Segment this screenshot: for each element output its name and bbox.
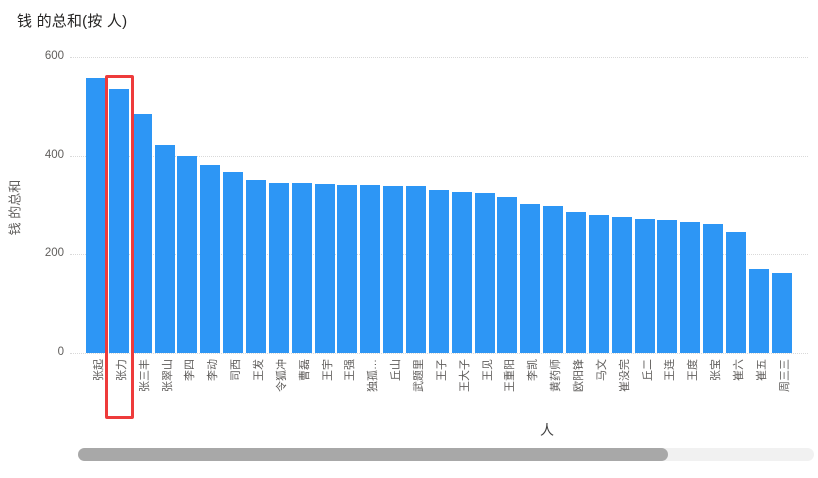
x-category-label: 王见 <box>481 359 494 381</box>
x-category-label: 周三三 <box>778 359 791 392</box>
x-category-label: 王发 <box>253 359 266 381</box>
x-category-label: 李四 <box>184 359 197 381</box>
x-category-label: 武题里 <box>413 359 426 392</box>
x-category-label: 张力 <box>115 359 128 381</box>
x-category-label: 崔没完 <box>618 359 631 392</box>
x-category-label: 张宝 <box>710 359 723 381</box>
bars-plot-area <box>72 57 806 353</box>
bar[interactable] <box>520 204 541 353</box>
chart-title: 钱 的总和(按 人) <box>17 13 128 30</box>
x-category-label: 张起 <box>93 359 105 381</box>
bar[interactable] <box>657 220 678 353</box>
x-category-label: 独孤… <box>367 359 380 392</box>
x-category-label: 马文 <box>595 359 608 381</box>
bar[interactable] <box>223 171 244 353</box>
x-category-label: 令狐冲 <box>275 359 288 392</box>
bar[interactable] <box>748 269 769 353</box>
x-category-label: 王连 <box>664 359 677 381</box>
bar[interactable] <box>337 184 358 353</box>
bar[interactable] <box>200 164 221 353</box>
bar[interactable] <box>771 272 792 353</box>
x-category-label: 王大子 <box>458 359 471 392</box>
bar[interactable] <box>588 214 609 353</box>
horizontal-scrollbar-thumb[interactable] <box>78 448 668 461</box>
y-tick-label: 0 <box>57 346 64 358</box>
x-category-label: 司西 <box>230 359 243 381</box>
bar[interactable] <box>566 211 587 353</box>
gridline-600 <box>70 57 808 58</box>
x-category-label: 欧阳锋 <box>573 359 586 392</box>
bar[interactable] <box>246 180 267 353</box>
bar[interactable] <box>131 113 152 353</box>
bar[interactable] <box>451 191 472 353</box>
bar[interactable] <box>177 155 198 353</box>
x-category-label: 崔六 <box>733 359 746 381</box>
x-category-label: 王子 <box>435 359 448 381</box>
gridline-400 <box>70 155 808 157</box>
x-category-label: 王度 <box>687 359 700 381</box>
x-category-label: 曹磊 <box>298 359 311 381</box>
bar[interactable] <box>703 223 724 353</box>
bar[interactable] <box>406 186 427 353</box>
horizontal-scrollbar-track[interactable] <box>78 448 814 461</box>
x-category-label: 李动 <box>207 359 220 381</box>
bar[interactable] <box>108 88 129 353</box>
bar[interactable] <box>428 190 449 353</box>
bar[interactable] <box>543 206 564 353</box>
bar[interactable] <box>634 218 655 353</box>
bar[interactable] <box>86 78 106 353</box>
bar[interactable] <box>497 196 518 353</box>
bar[interactable] <box>314 184 335 353</box>
x-category-label: 张三丰 <box>138 359 151 392</box>
x-category-label: 王宇 <box>321 359 334 381</box>
bar[interactable] <box>611 216 632 353</box>
x-axis-category-labels: 张起 张力 张三丰 张翠山 李四 李动 司西 王发 令狐冲 曹磊 王宇 王强 独孤… 丘山 武题里 王子 王大子… <box>72 358 806 430</box>
bar[interactable] <box>268 182 289 353</box>
bar[interactable] <box>680 222 701 353</box>
x-category-label: 丘山 <box>390 359 403 381</box>
y-axis-title: 钱 的总和 <box>7 179 23 236</box>
y-tick-label: 600 <box>44 50 64 62</box>
x-axis-title: 人 <box>540 422 554 438</box>
bar[interactable] <box>726 231 747 353</box>
x-category-label: 李凯 <box>527 359 540 381</box>
bar[interactable] <box>154 144 175 353</box>
x-category-label: 王重阳 <box>504 359 517 392</box>
gridline-0 <box>70 353 808 354</box>
bar[interactable] <box>474 193 495 353</box>
bar[interactable] <box>360 185 381 353</box>
x-category-label: 丘二 <box>641 359 654 381</box>
y-tick-label: 200 <box>44 247 64 260</box>
y-tick-label: 400 <box>44 148 64 161</box>
x-category-label: 张翠山 <box>161 359 174 392</box>
bar[interactable] <box>291 183 312 353</box>
x-category-label: 崔五 <box>755 359 768 381</box>
bar[interactable] <box>383 185 404 353</box>
x-category-label: 王强 <box>344 359 357 381</box>
